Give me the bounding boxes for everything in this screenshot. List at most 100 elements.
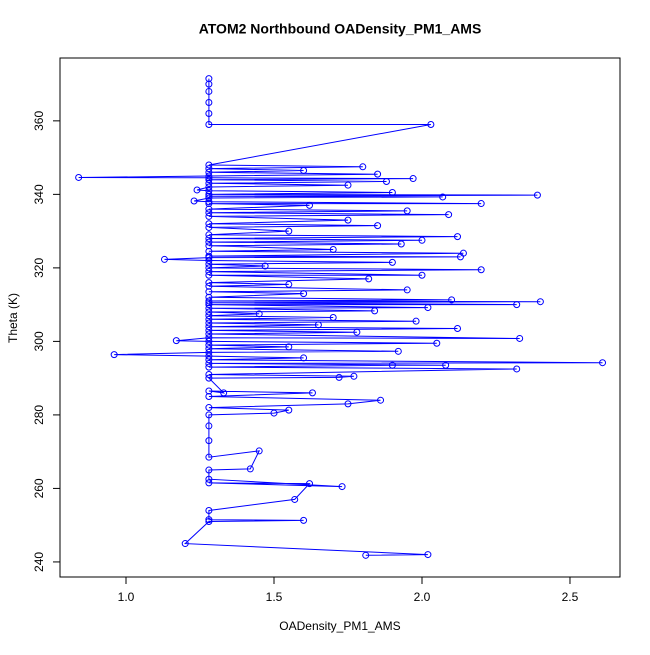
data-point: [205, 479, 213, 487]
data-point: [418, 271, 426, 279]
data-point: [205, 356, 213, 364]
data-point: [205, 271, 213, 279]
data-point: [205, 190, 213, 198]
data-point: [397, 240, 405, 248]
data-point: [205, 209, 213, 217]
data-point: [205, 165, 213, 173]
y-axis-label: Theta (K): [6, 293, 20, 343]
data-point: [353, 328, 361, 336]
data-point: [205, 422, 213, 430]
data-point: [427, 121, 435, 129]
data-point: [172, 337, 180, 345]
data-point: [205, 260, 213, 268]
data-point: [205, 168, 213, 176]
data-point: [403, 286, 411, 294]
data-point: [374, 222, 382, 230]
data-point: [205, 341, 213, 349]
data-point: [205, 110, 213, 118]
x-axis-label: OADensity_PM1_AMS: [279, 619, 400, 633]
data-point: [205, 279, 213, 287]
y-tick-label: 280: [32, 405, 46, 425]
data-point: [205, 319, 213, 327]
data-point: [270, 409, 278, 417]
data-point: [344, 181, 352, 189]
data-point: [205, 404, 213, 412]
data-point: [388, 189, 396, 197]
data-point: [403, 207, 411, 215]
data-point: [205, 231, 213, 239]
data-point: [205, 345, 213, 353]
data-point: [205, 363, 213, 371]
data-point: [261, 262, 269, 270]
data-point: [255, 310, 263, 318]
data-point: [388, 361, 396, 369]
data-point: [205, 308, 213, 316]
data-point: [205, 370, 213, 378]
data-point: [190, 197, 198, 205]
data-point: [300, 516, 308, 524]
x-tick-label: 1.5: [266, 590, 283, 604]
data-point: [329, 314, 337, 321]
data-point: [338, 483, 346, 491]
data-point: [599, 359, 607, 367]
data-point: [205, 387, 213, 395]
data-point: [300, 290, 308, 298]
data-point: [205, 315, 213, 323]
data-point: [388, 258, 396, 266]
data-point: [205, 194, 213, 202]
data-point: [205, 121, 213, 129]
data-point: [205, 334, 213, 342]
data-point: [205, 411, 213, 419]
data-point: [255, 447, 263, 455]
data-point: [205, 506, 213, 514]
data-point: [205, 176, 213, 184]
data-point: [205, 326, 213, 334]
data-point: [205, 297, 213, 305]
data-point: [205, 252, 213, 260]
data-point: [205, 238, 213, 246]
data-point: [300, 166, 308, 174]
data-point: [160, 255, 168, 263]
data-point: [285, 280, 293, 288]
y-tick-label: 320: [32, 258, 46, 278]
data-point: [220, 389, 228, 397]
x-tick-label: 2.5: [562, 590, 579, 604]
data-point: [205, 187, 213, 195]
data-point: [205, 223, 213, 231]
data-point: [513, 365, 521, 373]
data-point: [409, 175, 417, 183]
data-point: [335, 373, 343, 381]
data-point: [205, 257, 213, 265]
data-point: [75, 173, 83, 181]
data-point: [365, 275, 373, 283]
data-point: [205, 161, 213, 169]
data-point: [205, 475, 213, 483]
data-point: [205, 374, 213, 382]
data-point: [205, 516, 213, 524]
data-point: [382, 178, 390, 186]
data-point: [205, 212, 213, 220]
data-point: [516, 334, 524, 342]
chart-title: ATOM2 Northbound OADensity_PM1_AMS: [199, 21, 482, 37]
y-tick-label: 300: [32, 331, 46, 351]
data-point: [205, 348, 213, 356]
data-point: [205, 75, 213, 83]
data-point: [445, 211, 453, 219]
y-tick-label: 260: [32, 478, 46, 498]
data-point: [205, 183, 213, 191]
data-point: [205, 301, 213, 309]
data-point: [442, 361, 450, 369]
data-point: [181, 540, 189, 548]
data-point: [285, 227, 293, 235]
data-point: [205, 268, 213, 276]
data-point: [193, 186, 201, 194]
data-point: [205, 337, 213, 345]
data-point: [205, 264, 213, 272]
data-point: [246, 465, 254, 473]
data-point: [454, 233, 462, 241]
data-point: [205, 234, 213, 242]
data-point: [477, 200, 485, 208]
data-point: [308, 389, 316, 397]
data-point: [371, 307, 379, 315]
